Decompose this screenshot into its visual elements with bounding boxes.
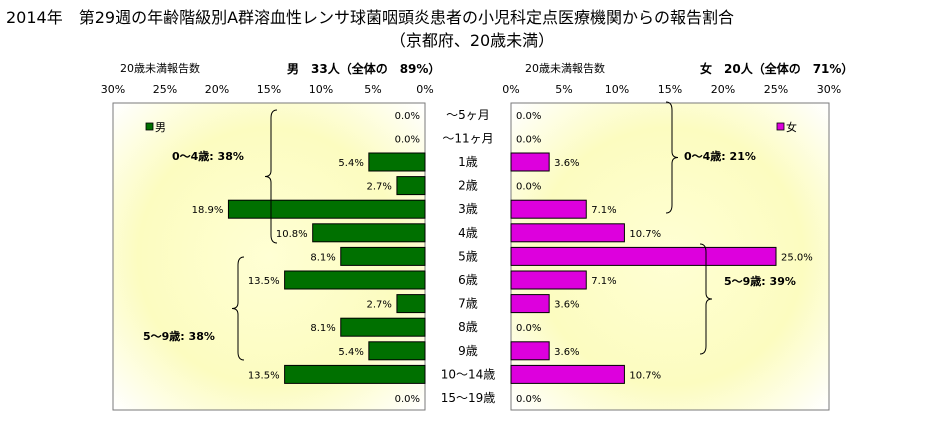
female-data-label: 3.6% [554,158,579,169]
female-data-label: 3.6% [554,347,579,358]
female-data-label: 0.0% [516,111,541,122]
category-label: 7歳 [458,297,478,311]
right-x-tick-label: 10% [605,83,629,96]
category-label: ～5ヶ月 [446,108,490,122]
male-bar [340,246,426,266]
category-label: 15～19歳 [441,391,496,405]
right-x-tick-label: 5% [555,83,572,96]
female-data-label: 10.7% [629,370,661,381]
male-bar [396,176,426,196]
male-legend-swatch [145,122,154,131]
female-bar [510,199,587,219]
right-bracket-0-4 [665,101,679,214]
left-bracket-0-4 [264,109,278,244]
female-data-label: 0.0% [516,323,541,334]
category-label: 5歳 [458,249,478,263]
right-summary: 女 20人（全体の 71%） [700,62,854,76]
male-data-label: 13.5% [248,276,280,287]
female-bar [510,246,777,266]
left-x-tick-label: 5% [364,83,381,96]
right-x-tick-label: 15% [658,83,682,96]
female-bar [510,152,550,172]
category-label: 4歳 [458,226,478,240]
male-data-label: 10.8% [276,229,308,240]
male-bar [396,294,426,314]
female-legend-swatch [776,122,785,131]
category-label: 8歳 [458,320,478,334]
female-data-label: 10.7% [629,229,661,240]
category-label: 3歳 [458,202,478,216]
left-x-tick-label: 25% [153,83,177,96]
male-data-label: 2.7% [367,182,392,193]
right-bracket-label-5-9: 5～9歳: 39% [724,274,796,288]
male-bar [284,270,426,290]
category-label: 10～14歳 [441,367,496,381]
category-label: 9歳 [458,344,478,358]
left-bracket-5-9 [231,256,245,361]
right-x-tick-label: 20% [711,83,735,96]
male-bar [227,199,426,219]
male-data-label: 13.5% [248,370,280,381]
male-data-label: 2.7% [367,300,392,311]
male-data-label: 8.1% [310,323,335,334]
right-x-tick-label: 25% [764,83,788,96]
right-x-tick-label: 0% [502,83,519,96]
category-label: 1歳 [458,155,478,169]
right-x-tick-label: 30% [817,83,841,96]
left-x-tick-label: 10% [309,83,333,96]
left-x-tick-label: 0% [416,83,433,96]
male-data-label: 8.1% [310,252,335,263]
right-caption: 20歳未満報告数 [525,62,605,75]
male-data-label: 5.4% [338,347,363,358]
left-summary: 男 33人（全体の 89%） [287,62,441,76]
female-bar [510,341,550,361]
female-data-label: 0.0% [516,134,541,145]
category-label: 6歳 [458,273,478,287]
right-bracket-label-0-4: 0～4歳: 21% [684,149,756,163]
right-bracket-5-9 [699,243,713,355]
female-data-label: 3.6% [554,300,579,311]
female-bar [510,364,625,384]
female-bar [510,294,550,314]
left-bracket-label-0-4: 0～4歳: 38% [172,149,244,163]
male-bar [284,364,426,384]
male-data-label: 18.9% [192,205,224,216]
left-x-tick-label: 30% [101,83,125,96]
female-legend-label: 女 [786,120,797,134]
male-bar [340,317,426,337]
left-caption: 20歳未満報告数 [120,62,200,75]
female-data-label: 0.0% [516,394,541,405]
male-data-label: 0.0% [395,134,420,145]
left-bracket-label-5-9: 5～9歳: 38% [143,329,215,343]
male-bar [312,223,426,243]
female-bar [510,270,587,290]
female-data-label: 25.0% [781,252,813,263]
male-data-label: 5.4% [338,158,363,169]
left-x-tick-label: 20% [205,83,229,96]
female-data-label: 7.1% [591,205,616,216]
chart-subtitle: （京都府、20歳未満） [389,31,555,50]
male-data-label: 0.0% [395,394,420,405]
category-label: 2歳 [458,179,478,193]
female-data-label: 7.1% [591,276,616,287]
male-legend-label: 男 [155,121,166,134]
chart-title: 2014年 第29週の年齢階級別A群溶血性レンサ球菌咽頭炎患者の小児科定点医療機… [6,8,735,27]
category-label: ～11ヶ月 [442,131,493,145]
female-data-label: 0.0% [516,182,541,193]
female-bar [510,223,625,243]
male-bar [368,152,426,172]
male-bar [368,341,426,361]
left-x-tick-label: 15% [257,83,281,96]
male-data-label: 0.0% [395,111,420,122]
